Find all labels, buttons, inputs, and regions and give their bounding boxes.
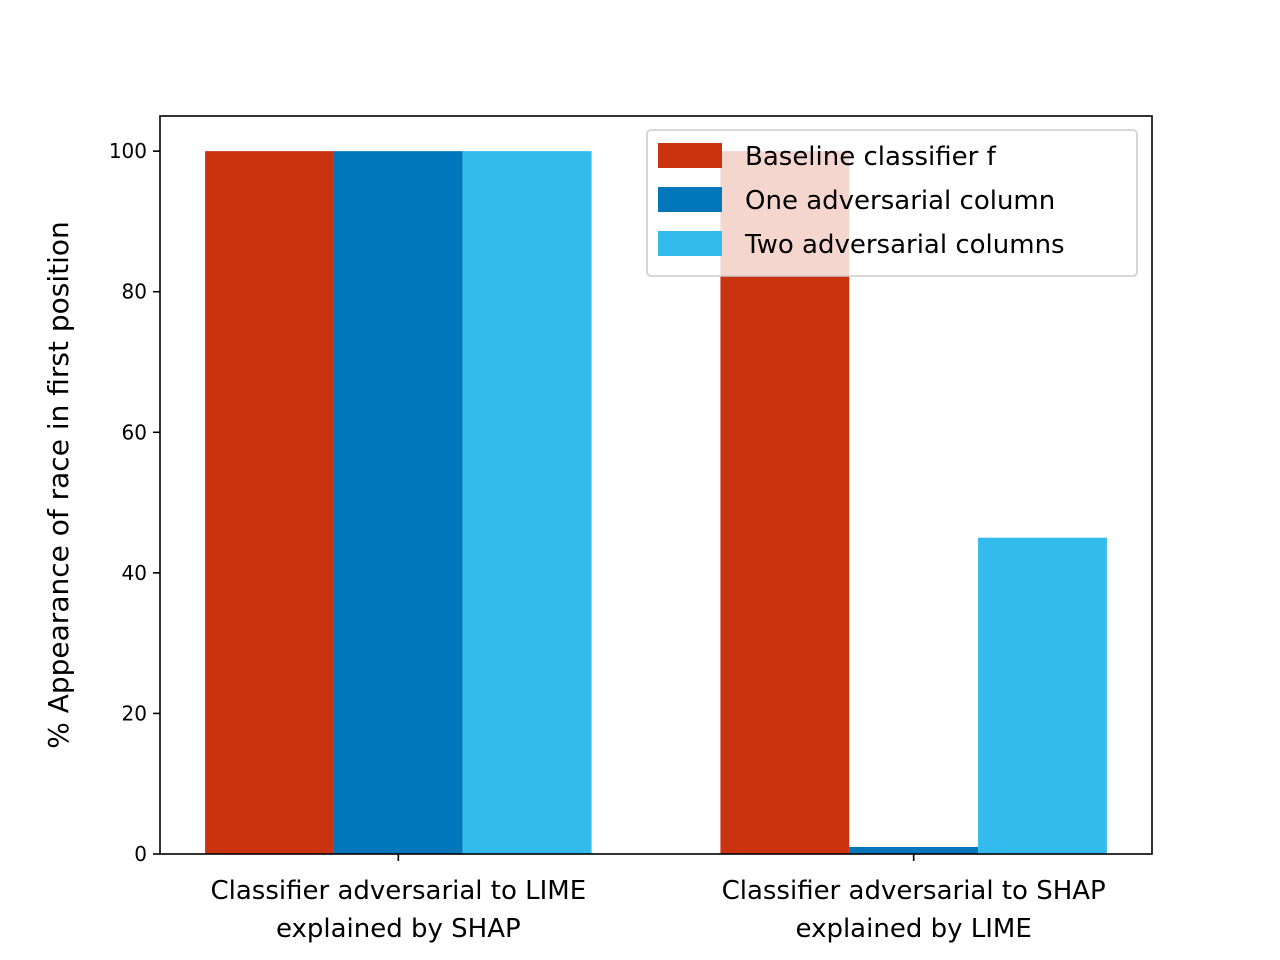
bar-series-3-cat-2 <box>978 537 1107 854</box>
x-tick-label-1-line-2: explained by SHAP <box>276 914 521 944</box>
legend-label-1: Baseline classifier f <box>745 142 997 172</box>
bar-series-2-cat-1 <box>333 151 463 855</box>
legend-label-2: One adversarial column <box>745 186 1055 216</box>
y-tick-label-5: 80 <box>122 280 147 304</box>
y-tick-label-1: 0 <box>134 842 147 866</box>
y-tick-label-6: 100 <box>109 139 147 163</box>
y-tick-label-3: 40 <box>122 561 147 585</box>
x-axis: Classifier adversarial to LIME explained … <box>211 854 1106 944</box>
x-tick-label-2-line-1: Classifier adversarial to SHAP <box>722 876 1106 906</box>
bar-series-1-cat-1 <box>205 151 334 855</box>
y-axis: 0 20 40 60 80 100 <box>109 139 160 866</box>
legend: Baseline classifier f One adversarial col… <box>646 129 1138 277</box>
plot-frame <box>159 115 1153 855</box>
legend-label-3: Two adversarial columns <box>744 230 1065 260</box>
legend-swatch-1 <box>658 143 722 168</box>
y-tick-label-2: 20 <box>122 701 147 725</box>
y-tick-label-4: 60 <box>122 420 147 444</box>
bar-series-3-cat-1 <box>462 151 592 855</box>
y-axis-title: % Appearance of race in first position <box>42 221 75 749</box>
x-tick-label-2-line-2: explained by LIME <box>796 914 1032 944</box>
legend-swatch-2 <box>658 187 722 212</box>
legend-swatch-3 <box>658 231 722 256</box>
bar-series-2-cat-2 <box>849 846 979 854</box>
x-tick-label-1-line-1: Classifier adversarial to LIME <box>211 876 587 906</box>
legend-box <box>646 129 1138 277</box>
